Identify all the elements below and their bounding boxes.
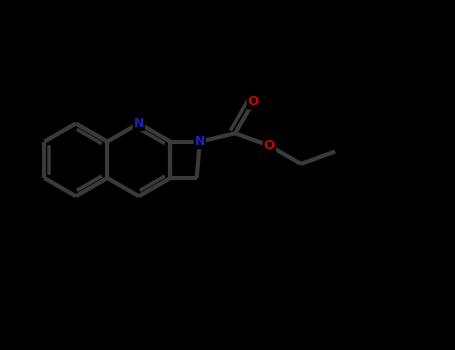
Text: O: O bbox=[264, 139, 275, 152]
Text: N: N bbox=[195, 135, 205, 148]
Text: O: O bbox=[248, 95, 259, 108]
Text: N: N bbox=[134, 117, 144, 130]
